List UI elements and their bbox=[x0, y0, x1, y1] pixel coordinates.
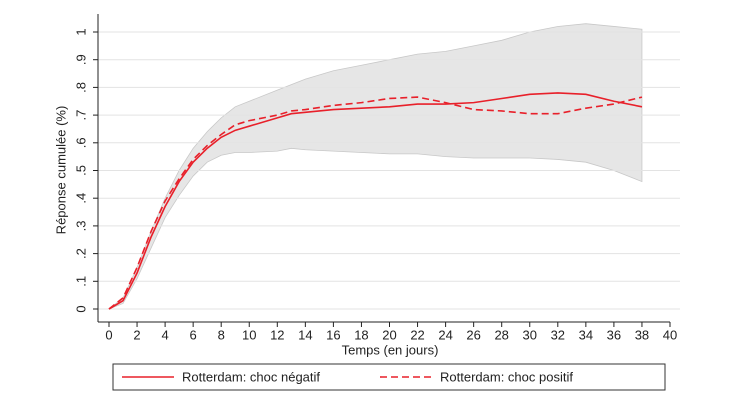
y-tick-label: .4 bbox=[73, 193, 88, 204]
y-tick-label: .9 bbox=[73, 54, 88, 65]
x-tick-label: 6 bbox=[190, 327, 197, 342]
y-tick-label: 0 bbox=[73, 305, 88, 312]
x-tick-label: 8 bbox=[218, 327, 225, 342]
y-tick-label: .6 bbox=[73, 137, 88, 148]
y-tick-label: .5 bbox=[73, 165, 88, 176]
y-axis-label: Réponse cumulée (%) bbox=[53, 106, 68, 235]
x-axis-label: Temps (en jours) bbox=[342, 342, 439, 357]
y-tick-label: .7 bbox=[73, 110, 88, 121]
x-tick-label: 36 bbox=[607, 327, 621, 342]
x-tick-label: 16 bbox=[326, 327, 340, 342]
x-tick-label: 14 bbox=[298, 327, 312, 342]
x-tick-label: 38 bbox=[635, 327, 649, 342]
line bbox=[108, 92, 643, 310]
y-tick-label: .3 bbox=[73, 220, 88, 231]
x-tick-label: 28 bbox=[494, 327, 508, 342]
line bbox=[108, 96, 643, 310]
x-tick-label: 10 bbox=[242, 327, 256, 342]
x-tick-label: 0 bbox=[105, 327, 112, 342]
legend-label: Rotterdam: choc négatif bbox=[182, 369, 320, 384]
x-tick-label: 34 bbox=[579, 327, 593, 342]
y-tick-label: .2 bbox=[73, 248, 88, 259]
y-tick-label: 1 bbox=[73, 28, 88, 35]
x-tick-label: 24 bbox=[438, 327, 452, 342]
x-tick-label: 32 bbox=[551, 327, 565, 342]
x-tick-label: 12 bbox=[270, 327, 284, 342]
legend-label: Rotterdam: choc positif bbox=[440, 369, 573, 384]
x-tick-label: 2 bbox=[133, 327, 140, 342]
y-tick-label: .8 bbox=[73, 82, 88, 93]
x-tick-label: 22 bbox=[410, 327, 424, 342]
confidence-band bbox=[108, 23, 643, 310]
y-tick-label: .1 bbox=[73, 276, 88, 287]
x-tick-label: 40 bbox=[663, 327, 677, 342]
x-tick-label: 4 bbox=[161, 327, 168, 342]
legend bbox=[112, 363, 666, 391]
x-tick-label: 26 bbox=[466, 327, 480, 342]
x-tick-label: 30 bbox=[523, 327, 537, 342]
x-tick-label: 20 bbox=[382, 327, 396, 342]
x-tick-label: 18 bbox=[354, 327, 368, 342]
